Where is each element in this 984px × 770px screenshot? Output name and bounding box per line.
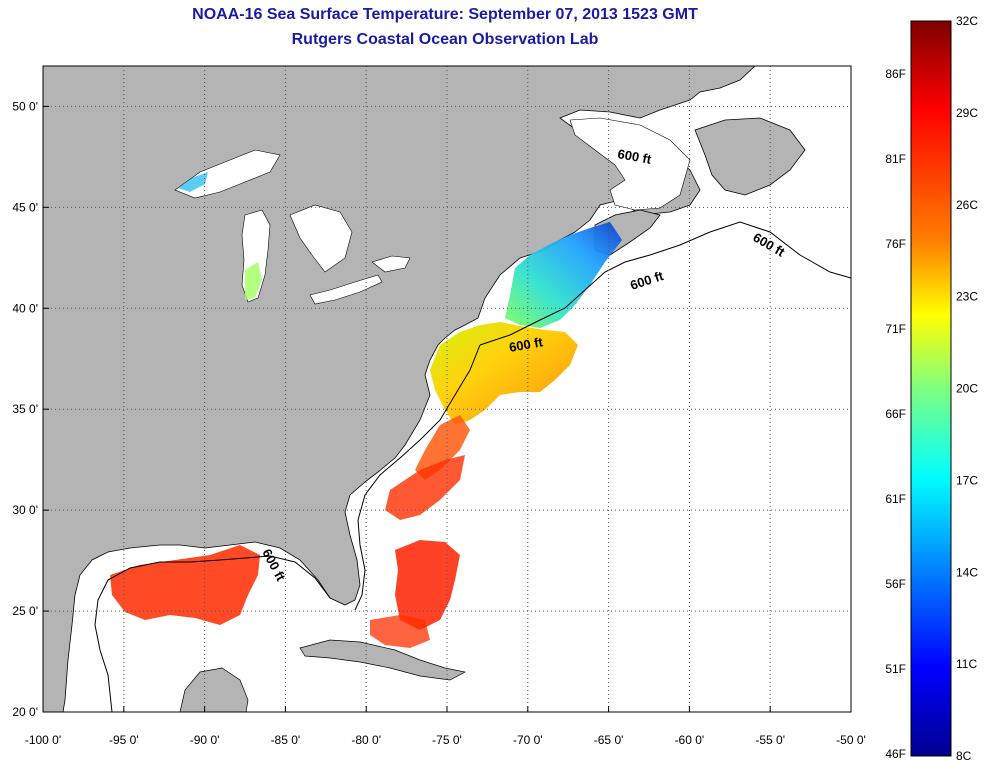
x-tick-label: -95 0' — [109, 733, 139, 747]
colorbar-celsius-label: 29C — [956, 106, 978, 120]
y-tick-label: 20 0' — [12, 705, 38, 719]
x-tick-label: -100 0' — [25, 733, 61, 747]
x-tick-label: -85 0' — [271, 733, 301, 747]
y-tick-label: 35 0' — [12, 402, 38, 416]
colorbar-fahrenheit-label: 46F — [885, 747, 906, 761]
y-tick-label: 25 0' — [12, 604, 38, 618]
sst-patch-caribbean — [370, 615, 430, 648]
sst-patch-bahamas — [395, 540, 460, 630]
contour-label-600ft-1: 600 ft — [616, 146, 653, 167]
sst-patch-south-atlantic-bight — [415, 415, 470, 480]
x-tick-label: -80 0' — [351, 733, 381, 747]
x-tick-label: -60 0' — [675, 733, 705, 747]
sst-patch-mid-atlantic — [430, 322, 578, 425]
colorbar-celsius-label: 11C — [956, 657, 977, 671]
sst-patch-gulf-of-maine — [505, 222, 622, 328]
colorbar-fahrenheit-label: 56F — [885, 577, 906, 591]
colorbar-fahrenheit-label: 76F — [885, 237, 906, 251]
colorbar-celsius-labels: 32C 29C 26C 23C 20C 17C 14C 11C 8C — [956, 14, 978, 763]
map-subtitle: Rutgers Coastal Ocean Observation Lab — [291, 31, 599, 48]
colorbar-fahrenheit-label: 61F — [885, 492, 906, 506]
colorbar-fahrenheit-label: 81F — [885, 152, 906, 166]
sst-patch-lake-michigan — [245, 262, 262, 300]
colorbar-fahrenheit-label: 71F — [885, 322, 906, 336]
colorbar-celsius-label: 23C — [956, 290, 978, 304]
colorbar-fahrenheit-label: 51F — [885, 662, 906, 676]
cuba-land — [299, 639, 467, 681]
contour-label-600ft-4: 600 ft — [508, 334, 545, 355]
colorbar — [910, 20, 952, 757]
colorbar-fahrenheit-label: 66F — [885, 407, 906, 421]
colorbar-celsius-label: 17C — [956, 473, 978, 487]
colorbar-fahrenheit-label: 86F — [885, 67, 906, 81]
depth-contour-600ft-northeast — [479, 221, 851, 346]
depth-contour-600ft-gulf — [94, 555, 331, 712]
colorbar-celsius-label: 32C — [956, 14, 978, 28]
sst-patch-lake-superior — [178, 172, 208, 192]
lake-ontario — [371, 255, 411, 273]
yucatan-land — [179, 667, 249, 712]
x-tick-label: -75 0' — [432, 733, 462, 747]
y-axis-ticks: 50 0' 45 0' 40 0' 35 0' 30 0' 25 0' 20 0' — [12, 99, 49, 719]
x-axis-ticks: -100 0' -95 0' -90 0' -85 0' -80 0' -75 0' -70… — [25, 706, 866, 747]
colorbar-fahrenheit-labels: 86F 81F 76F 71F 66F 61F 56F 51F 46F — [885, 67, 906, 761]
gulf-st-lawrence — [569, 117, 691, 211]
y-tick-label: 30 0' — [12, 503, 38, 517]
x-tick-label: -90 0' — [190, 733, 220, 747]
depth-contour-600ft-southeast — [354, 344, 481, 611]
x-tick-label: -55 0' — [755, 733, 785, 747]
lake-erie — [309, 274, 383, 305]
x-tick-label: -50 0' — [836, 733, 866, 747]
sst-patch-offshore-east — [385, 455, 465, 520]
colorbar-celsius-label: 26C — [956, 198, 978, 212]
y-tick-label: 50 0' — [12, 99, 38, 113]
y-tick-label: 45 0' — [12, 200, 38, 214]
newfoundland-land — [694, 117, 806, 196]
x-tick-label: -70 0' — [513, 733, 543, 747]
colorbar-celsius-label: 20C — [956, 382, 978, 396]
y-tick-label: 40 0' — [12, 301, 38, 315]
map-title: NOAA-16 Sea Surface Temperature: Septemb… — [192, 6, 698, 23]
x-tick-label: -65 0' — [594, 733, 624, 747]
colorbar-celsius-label: 14C — [956, 565, 978, 579]
map-grid — [43, 66, 851, 712]
colorbar-celsius-label: 8C — [956, 749, 972, 763]
map-layers — [43, 66, 851, 712]
